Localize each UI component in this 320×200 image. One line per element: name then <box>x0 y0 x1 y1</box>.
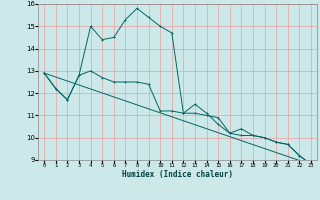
X-axis label: Humidex (Indice chaleur): Humidex (Indice chaleur) <box>122 170 233 179</box>
